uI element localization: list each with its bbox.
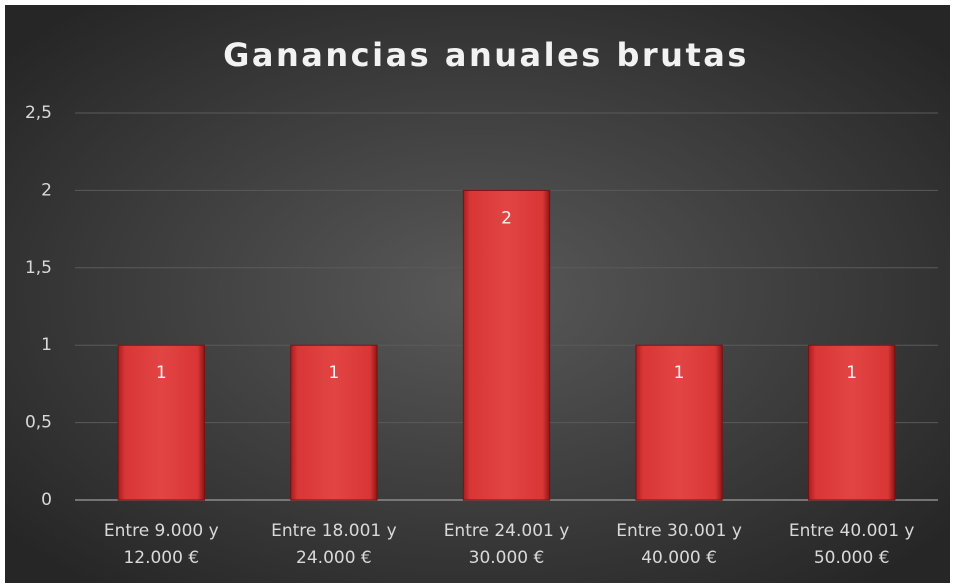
- data-label: 2: [501, 208, 512, 228]
- y-tick-label: 2,5: [25, 103, 52, 123]
- y-tick-label: 2: [41, 180, 52, 200]
- y-tick-label: 0: [41, 490, 52, 510]
- chart-title: Ganancias anuales brutas: [223, 36, 749, 74]
- x-tick-label: Entre 9.000 y 12.000 €: [103, 521, 219, 568]
- data-label: 1: [156, 363, 167, 383]
- bar: [462, 189, 551, 501]
- x-tick-label: Entre 18.001 y 24.000 €: [271, 521, 397, 568]
- bar: [117, 344, 205, 501]
- bar: [808, 344, 896, 501]
- bar: [290, 344, 378, 501]
- data-label: 1: [846, 363, 857, 383]
- x-tick-label: Entre 30.001 y 40.000 €: [616, 521, 742, 568]
- y-tick-label: 1: [41, 335, 52, 355]
- y-tick-label: 0,5: [25, 413, 52, 433]
- x-tick-label: Entre 24.001 y 30.000 €: [443, 521, 570, 568]
- x-tick-label: Entre 40.001 y 50.000 €: [788, 521, 915, 568]
- data-label: 1: [328, 363, 339, 383]
- bar: [635, 344, 723, 501]
- data-label: 1: [674, 363, 685, 383]
- y-tick-label: 1,5: [25, 258, 52, 278]
